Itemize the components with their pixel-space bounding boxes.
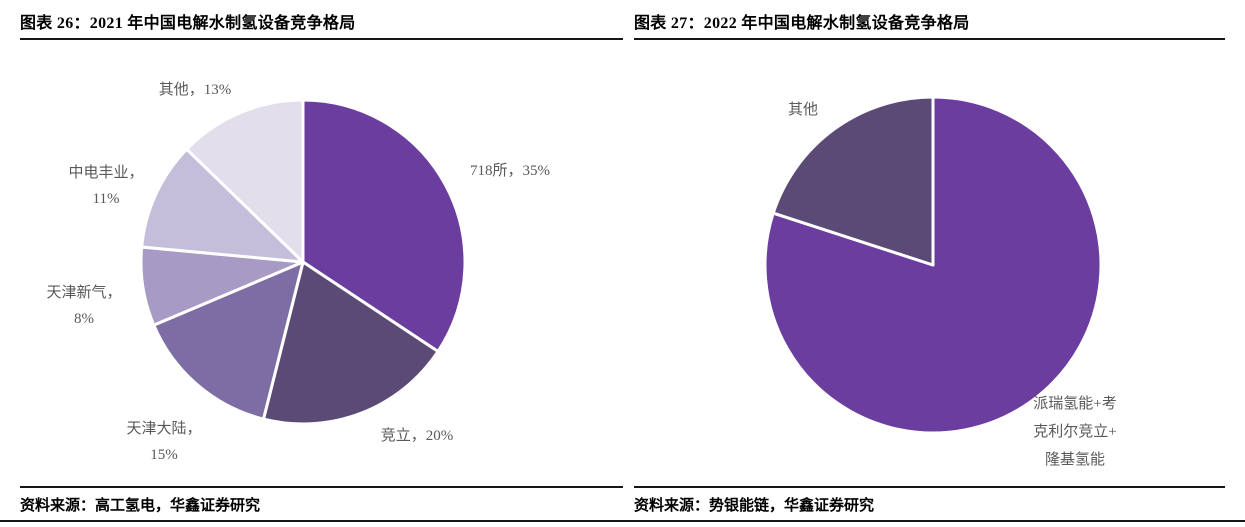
pie-slice-其他 [771, 95, 935, 267]
page-bottom-rule [0, 520, 1245, 522]
pie-label-qita-2022: 其他 [787, 102, 818, 118]
figure-2022: 图表 27：2022 年中国电解水制氢设备竞争格局 其他 派瑞氢能+考 克利尔竞… [634, 0, 1225, 515]
pie-label-718suo: 718所，35% [470, 163, 550, 179]
pie-chart-2022 [763, 95, 1103, 435]
pie-slice-派瑞氢能+考克利尔竞立+隆基氢能 [763, 95, 1103, 435]
figure-2022-title: 图表 27：2022 年中国电解水制氢设备竞争格局 [634, 0, 1225, 40]
figure-2022-source: 资料来源：势银能链，华鑫证券研究 [634, 486, 1225, 515]
figure-2022-chart-area: 其他 派瑞氢能+考 克利尔竞立+ 隆基氢能 [634, 40, 1225, 486]
pie-label-pairui-group: 派瑞氢能+考 克利尔竞立+ 隆基氢能 [1033, 396, 1117, 468]
pie-slice-中电丰业 [140, 147, 305, 264]
pie-label-tianjin-xinqi: 天津新气， 8% [46, 285, 122, 327]
pie-label-tianjin-dalu: 天津大陆， 15% [126, 421, 202, 463]
pie-label-qita-2021: 其他，13% [158, 82, 232, 98]
figure-2021-source: 资料来源：高工氢电，华鑫证券研究 [20, 486, 623, 515]
pie-label-zhongdian-fengye: 中电丰业， 11% [68, 165, 144, 207]
pie-chart-2021 [139, 98, 467, 426]
pie-slice-竞立 [261, 260, 440, 426]
pie-slice-天津大陆 [152, 260, 305, 421]
figure-2021: 图表 26：2021 年中国电解水制氢设备竞争格局 其他，13% 718所，35… [20, 0, 623, 515]
figure-2021-title: 图表 26：2021 年中国电解水制氢设备竞争格局 [20, 0, 623, 40]
pie-slice-其他 [185, 98, 305, 264]
figure-2021-chart-area: 其他，13% 718所，35% 竞立，20% 天津大陆， 15% 天津新气， 8… [20, 40, 623, 486]
pie-label-jingli: 竞立，20% [380, 428, 454, 444]
